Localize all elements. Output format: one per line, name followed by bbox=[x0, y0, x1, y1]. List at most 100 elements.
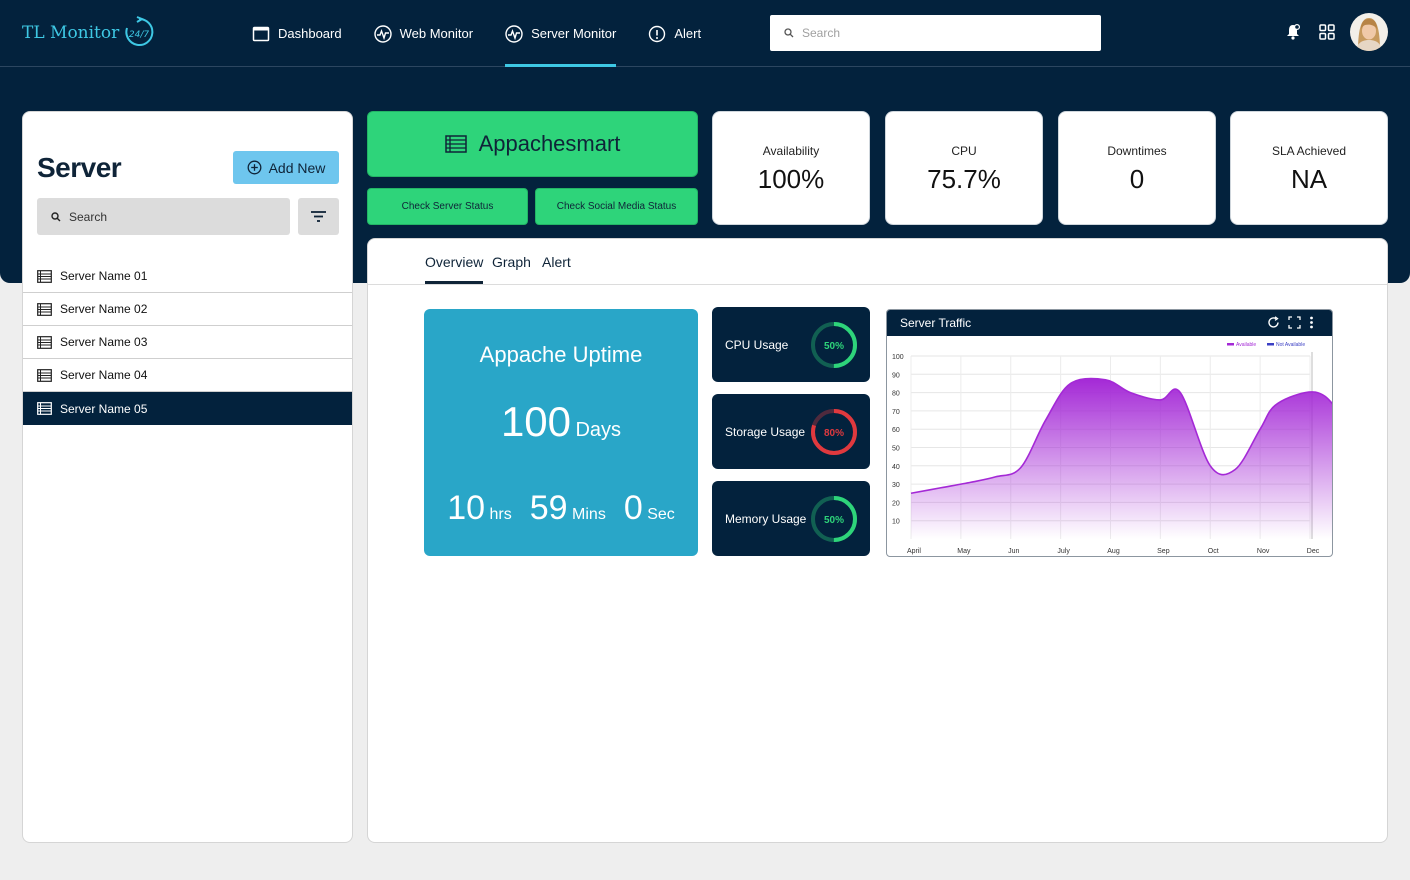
x-tick-label: Oct bbox=[1208, 548, 1219, 555]
server-list-item[interactable]: Server Name 05 bbox=[23, 392, 352, 425]
y-tick-label: 20 bbox=[892, 500, 900, 507]
server-search-input[interactable] bbox=[69, 209, 279, 224]
server-list-item[interactable]: Server Name 02 bbox=[23, 293, 352, 326]
logo-text: TL Monitor bbox=[22, 23, 120, 43]
stat-card-downtimes: Downtimes 0 bbox=[1058, 111, 1216, 225]
uptime-hrs-value: 10 bbox=[447, 489, 486, 527]
tab-graph[interactable]: Graph bbox=[492, 254, 531, 270]
usage-label: CPU Usage bbox=[725, 337, 789, 352]
y-tick-label: 30 bbox=[892, 482, 900, 489]
usage-card-storage: Storage Usage 80% bbox=[712, 394, 870, 469]
area-fill bbox=[911, 378, 1332, 539]
nav-label: Server Monitor bbox=[531, 26, 617, 41]
uptime-mins-unit: Mins bbox=[572, 506, 606, 523]
fullscreen-icon[interactable] bbox=[1288, 316, 1301, 329]
x-tick-label: Sep bbox=[1157, 548, 1170, 555]
server-icon bbox=[37, 302, 52, 316]
nav-web-monitor[interactable]: Web Monitor bbox=[373, 0, 474, 67]
server-list-item[interactable]: Server Name 04 bbox=[23, 359, 352, 392]
server-icon bbox=[37, 335, 52, 349]
usage-card-memory: Memory Usage 50% bbox=[712, 481, 870, 556]
nav-alert[interactable]: Alert bbox=[648, 0, 701, 67]
x-tick-label: Aug bbox=[1107, 548, 1120, 555]
server-icon bbox=[37, 368, 52, 382]
tab-bar: Overview Graph Alert bbox=[368, 239, 1387, 285]
server-icon bbox=[37, 269, 52, 283]
main-nav: Dashboard Web Monitor Server Monitor Ale… bbox=[252, 0, 733, 67]
legend-label: Not Available bbox=[1276, 342, 1305, 348]
server-name: Appachesmart bbox=[478, 131, 621, 156]
apps-grid-icon[interactable] bbox=[1318, 23, 1336, 41]
y-tick-label: 70 bbox=[892, 409, 900, 416]
uptime-hrs-unit: hrs bbox=[489, 506, 512, 523]
search-icon bbox=[784, 28, 794, 38]
gauge-value: 50% bbox=[824, 341, 844, 352]
uptime-days-value: 100 bbox=[500, 398, 572, 445]
svg-text:24/7: 24/7 bbox=[129, 30, 149, 40]
stat-value: 100% bbox=[757, 164, 825, 194]
x-tick-label: April bbox=[907, 548, 921, 555]
y-tick-label: 10 bbox=[892, 519, 900, 526]
uptime-mins-value: 59 bbox=[529, 489, 568, 527]
filter-button[interactable] bbox=[298, 198, 339, 235]
user-avatar[interactable] bbox=[1350, 13, 1388, 51]
server-search-box[interactable] bbox=[37, 198, 290, 235]
tab-overview[interactable]: Overview bbox=[425, 254, 484, 284]
nav-dashboard[interactable]: Dashboard bbox=[252, 0, 342, 67]
y-tick-label: 40 bbox=[892, 464, 900, 471]
uptime-days-unit: Days bbox=[575, 419, 622, 441]
usage-gauge: 80% bbox=[811, 408, 857, 455]
uptime-secs-unit: Sec bbox=[647, 506, 675, 523]
gauge-fill bbox=[811, 495, 857, 542]
check-social-media-status-button[interactable]: Check Social Media Status bbox=[535, 188, 698, 225]
y-tick-label: 60 bbox=[892, 427, 900, 434]
x-tick-label: Jun bbox=[1008, 548, 1019, 555]
server-traffic-chart: Server Traffic 10 20 30 40 50 60 70 80 90 100 Apri… bbox=[886, 309, 1333, 557]
legend-swatch bbox=[1267, 343, 1274, 346]
usage-gauge: 50% bbox=[811, 495, 857, 542]
stat-label: Availability bbox=[762, 144, 820, 158]
stat-value: 0 bbox=[1129, 164, 1145, 194]
server-list-item[interactable]: Server Name 01 bbox=[23, 260, 352, 293]
x-tick-label: Dec bbox=[1307, 548, 1320, 555]
top-search-box[interactable] bbox=[770, 15, 1101, 51]
gauge-fill bbox=[811, 408, 857, 455]
stat-card-cpu: CPU 75.7% bbox=[885, 111, 1043, 225]
server-list-item[interactable]: Server Name 03 bbox=[23, 326, 352, 359]
uptime-title: Appache Uptime bbox=[479, 342, 643, 367]
nav-label: Web Monitor bbox=[399, 26, 474, 41]
chart-title: Server Traffic bbox=[900, 316, 972, 330]
traffic-plot: 10 20 30 40 50 60 70 80 90 100 April May Jun July Aug S… bbox=[892, 342, 1332, 555]
server-name-label: Server Name 03 bbox=[60, 335, 148, 349]
logo[interactable]: TL Monitor 24/7 bbox=[22, 15, 155, 51]
check-server-status-button[interactable]: Check Server Status bbox=[367, 188, 528, 225]
legend-label: Available bbox=[1236, 342, 1256, 348]
nav-label: Alert bbox=[674, 26, 702, 41]
stat-value: NA bbox=[1290, 164, 1328, 194]
gauge-value: 80% bbox=[824, 428, 844, 439]
sidebar-title: Server bbox=[37, 152, 122, 183]
x-tick-label: May bbox=[957, 548, 971, 555]
top-bar: TL Monitor 24/7 Dashboard Web Monitor Se… bbox=[0, 0, 1410, 67]
stat-label: CPU bbox=[951, 144, 977, 158]
add-new-button[interactable]: Add New bbox=[233, 151, 339, 184]
nav-server-monitor[interactable]: Server Monitor bbox=[505, 0, 617, 67]
x-tick-label: July bbox=[1057, 548, 1070, 555]
top-search-input[interactable] bbox=[802, 26, 1082, 40]
series-line bbox=[910, 377, 1332, 495]
add-new-label: Add New bbox=[268, 159, 326, 176]
chart-actions bbox=[1267, 316, 1314, 329]
clock-247-icon: 24/7 bbox=[125, 16, 154, 46]
y-tick-label: 80 bbox=[892, 391, 900, 398]
notification-bell-icon[interactable] bbox=[1284, 23, 1302, 41]
pulse-icon bbox=[505, 24, 523, 43]
server-name-label: Server Name 01 bbox=[60, 269, 148, 283]
user-avatar-image bbox=[1350, 13, 1388, 51]
more-vertical-icon[interactable] bbox=[1309, 316, 1314, 329]
refresh-icon[interactable] bbox=[1267, 316, 1280, 329]
alert-circle-icon bbox=[649, 25, 666, 42]
server-sidebar: Server Add New Server Name 01 Server Name… bbox=[22, 111, 353, 843]
y-tick-label: 90 bbox=[892, 372, 900, 379]
tab-alert[interactable]: Alert bbox=[542, 254, 571, 270]
usage-card-cpu: CPU Usage 50% bbox=[712, 307, 870, 382]
